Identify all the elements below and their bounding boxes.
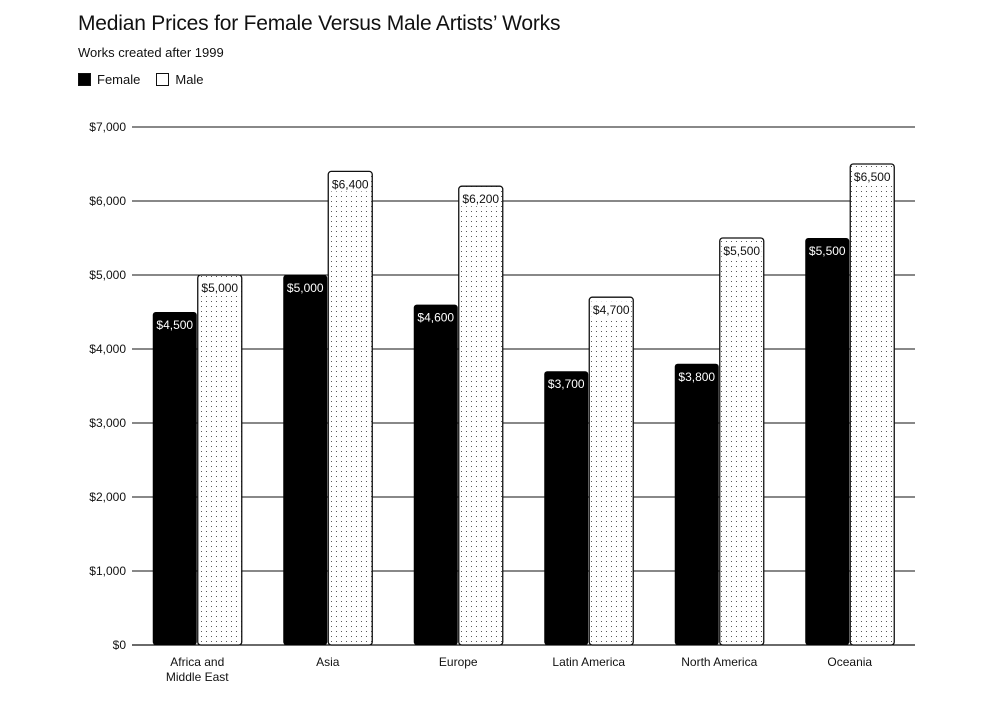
legend-item-male: Male (156, 72, 204, 87)
legend-swatch-male (156, 73, 170, 86)
data-label-male: $6,200 (462, 192, 499, 206)
bar-male (458, 185, 504, 646)
bar-female (152, 312, 197, 645)
data-label-female: $3,700 (548, 377, 585, 391)
chart-title: Median Prices for Female Versus Male Art… (78, 12, 561, 35)
bar-male (197, 274, 243, 646)
x-category-label: North America (681, 655, 757, 669)
x-category-label: Latin America (552, 655, 625, 669)
y-tick-label: $6,000 (89, 194, 126, 208)
bar-female (544, 371, 589, 645)
bar-male (327, 170, 373, 646)
x-category-label: Oceania (827, 655, 872, 669)
legend-swatch-female (78, 73, 91, 86)
data-label-female: $5,000 (287, 281, 324, 295)
y-tick-label: $1,000 (89, 564, 126, 578)
data-label-male: $5,500 (723, 244, 760, 258)
y-tick-label: $7,000 (89, 120, 126, 134)
y-tick-label: $3,000 (89, 416, 126, 430)
x-category-label: Africa and (170, 655, 224, 669)
legend: Female Male (78, 72, 204, 87)
bar-female (413, 304, 458, 645)
x-category-label: Middle East (166, 670, 229, 684)
data-label-female: $3,800 (678, 370, 715, 384)
data-label-bg (199, 279, 240, 295)
bar-male (588, 296, 634, 646)
legend-item-female: Female (78, 72, 140, 87)
data-label-bg (721, 242, 762, 258)
data-label-bg (852, 168, 893, 184)
legend-label-female: Female (97, 72, 141, 87)
data-label-bg (591, 301, 632, 318)
data-label-male: $6,500 (854, 170, 891, 184)
data-label-male: $6,400 (332, 177, 369, 191)
data-label-bg (330, 175, 371, 192)
data-label-female: $4,600 (417, 311, 454, 325)
chart-subtitle: Works created after 1999 (78, 45, 224, 60)
y-tick-label: $0 (113, 638, 127, 652)
x-category-label: Europe (439, 655, 478, 669)
y-tick-label: $2,000 (89, 490, 126, 504)
y-tick-label: $4,000 (89, 342, 126, 356)
bar-male (849, 163, 895, 646)
bar-male (719, 237, 765, 646)
bar-female (283, 275, 328, 645)
data-label-male: $4,700 (593, 303, 630, 317)
bar-female (674, 363, 719, 645)
x-category-label: Asia (316, 655, 340, 669)
y-tick-label: $5,000 (89, 268, 126, 282)
bar-female (805, 238, 850, 645)
data-label-female: $5,500 (809, 244, 846, 258)
legend-label-male: Male (175, 72, 204, 87)
data-label-male: $5,000 (201, 281, 238, 295)
data-label-female: $4,500 (156, 318, 193, 332)
data-label-bg (460, 190, 501, 207)
